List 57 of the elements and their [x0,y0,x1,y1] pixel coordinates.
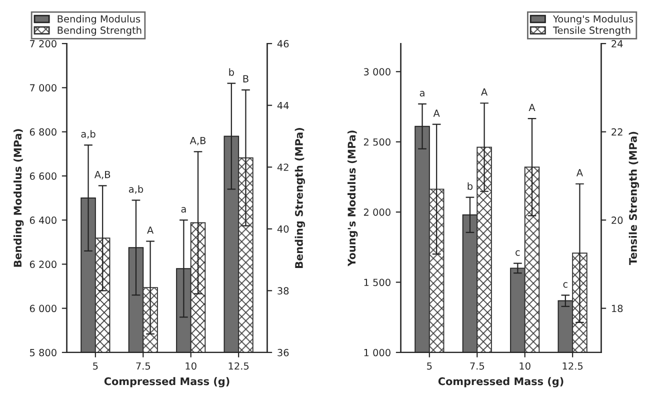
x-tick-label: 5 [93,362,98,370]
y2-tick-label: 40 [277,225,289,233]
y-tick-label: 2 000 [364,208,390,216]
y-axis-title: Bending Modulus (MPa) [14,129,24,267]
y-axis-title: Young's Modulus (MPa) [348,130,358,266]
y2-tick-label: 22 [612,128,622,136]
y2-tick-label: 44 [277,102,289,110]
y-tick-label: 7 000 [30,84,56,92]
x-axis-title: Compressed Mass (g) [438,377,564,388]
annotation: a,b [81,130,96,139]
y2-tick-label: 36 [278,348,289,356]
annotation: c [516,250,520,256]
x-tick-label: 7.5 [470,362,484,370]
annotation: a,b [128,185,144,194]
x-tick-label: 5 [427,362,432,370]
y2-tick-label: 38 [278,287,289,294]
y-tick-label: 6 000 [30,304,56,312]
annotation: A [147,226,154,234]
y-tick-label: 3 000 [364,68,390,76]
y-tick-label: 2 500 [364,138,390,146]
annotation: A,B [190,137,206,146]
y2-tick-label: 42 [277,164,288,171]
y2-tick-label: 46 [277,40,289,48]
annotation: a [420,90,424,96]
annotation: A [433,110,440,117]
x-tick-label: 12.5 [562,362,583,370]
y-tick-label: 6 400 [30,216,56,224]
legend-label: Bending Modulus [58,15,140,24]
x-tick-label: 12.5 [228,362,249,370]
x-tick-label: 10 [186,362,196,370]
annotation: A,B [94,170,110,180]
y2-tick-label: 20 [612,216,623,224]
annotation: b [468,182,473,190]
y-tick-label: 6 800 [30,128,56,136]
y-tick-label: 6 200 [30,260,56,268]
x-tick-label: 10 [520,362,530,370]
legend-label: Tensile Strength [552,26,630,36]
x-axis-title: Compressed Mass (g) [104,377,230,388]
y2-axis-title: Tensile Strength (MPa) [628,132,640,265]
y2-tick-label: 18 [612,304,623,312]
annotation: c [563,282,568,288]
annotation: b [229,68,234,76]
y-tick-label: 1 500 [364,278,390,286]
annotation: B [243,75,248,82]
y-tick-label: 6 600 [30,172,56,180]
y2-tick-label: 24 [612,40,623,48]
y-tick-label: 1 000 [364,348,390,356]
legend-label: Young's Modulus [552,15,634,24]
x-tick-label: 7.5 [136,362,150,370]
annotation: a [181,207,186,213]
y-tick-label: 7 200 [30,40,56,48]
annotation: A [576,169,583,176]
y2-axis-title: Bending Strength (MPa) [294,128,306,268]
annotation: A [528,104,536,111]
annotation: A [481,88,488,96]
legend-label: Bending Strength [58,26,142,36]
y-tick-label: 5 800 [30,348,56,356]
